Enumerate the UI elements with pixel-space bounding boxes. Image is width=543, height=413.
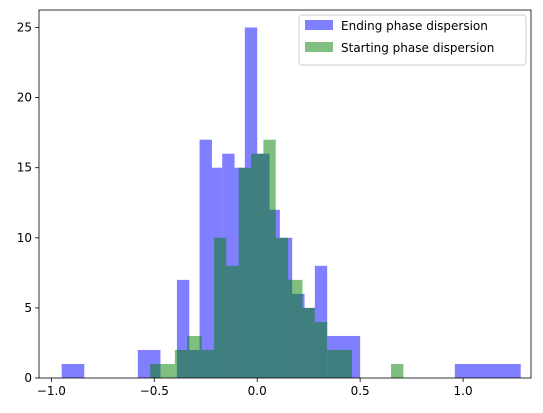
bar-series-1-bin-3 xyxy=(201,349,214,378)
plot-frame xyxy=(38,9,532,379)
bar-series-1-bin-12 xyxy=(314,321,328,378)
bar-series-1-bin-11 xyxy=(302,307,315,378)
y-tick-label: 15 xyxy=(17,161,32,175)
bar-series-1-bin-8 xyxy=(263,139,276,378)
bar-series-0-bin-4 xyxy=(199,139,212,378)
bar-series-1-bin-6 xyxy=(238,167,252,378)
y-tick-label: 10 xyxy=(17,231,32,245)
x-tick-label: −0.5 xyxy=(140,384,169,398)
x-tick-label: 0.0 xyxy=(248,384,267,398)
bar-series-1-bin-4 xyxy=(213,237,227,378)
bar-series-1-bin-9 xyxy=(275,237,289,378)
bar-series-0-bin-17 xyxy=(454,363,521,378)
y-tick-label: 20 xyxy=(17,91,32,105)
legend-label-ending: Ending phase dispersion xyxy=(341,19,488,33)
bar-series-1-bin-10 xyxy=(288,279,303,378)
x-tick-label: −1.0 xyxy=(37,384,66,398)
legend-swatch-ending xyxy=(305,20,333,30)
y-tick-label: 0 xyxy=(24,371,32,385)
bar-series-1-bin-5 xyxy=(226,265,239,378)
legend-box xyxy=(298,14,527,66)
bar-series-1-bin-2 xyxy=(187,335,202,378)
bar-series-1-bin-15 xyxy=(391,363,404,378)
bar-series-1-bin-7 xyxy=(251,153,264,378)
bar-series-0-bin-0 xyxy=(61,363,85,378)
y-tick-label: 5 xyxy=(24,301,32,315)
x-tick-label: 0.5 xyxy=(351,384,370,398)
bars-layer xyxy=(61,27,521,379)
bar-series-1-bin-13 xyxy=(327,349,352,378)
bar-series-1-bin-1 xyxy=(174,349,188,378)
legend-swatch-starting xyxy=(305,42,333,52)
x-axis: −1.0 −0.5 0.0 0.5 1.0 xyxy=(37,378,473,398)
y-tick-label: 25 xyxy=(17,21,32,35)
legend: Ending phase dispersion Starting phase d… xyxy=(298,14,527,66)
legend-label-starting: Starting phase dispersion xyxy=(341,41,494,55)
bar-series-1-bin-0 xyxy=(150,363,175,378)
y-axis: 0 5 10 15 20 25 xyxy=(17,21,39,385)
x-tick-label: 1.0 xyxy=(454,384,473,398)
